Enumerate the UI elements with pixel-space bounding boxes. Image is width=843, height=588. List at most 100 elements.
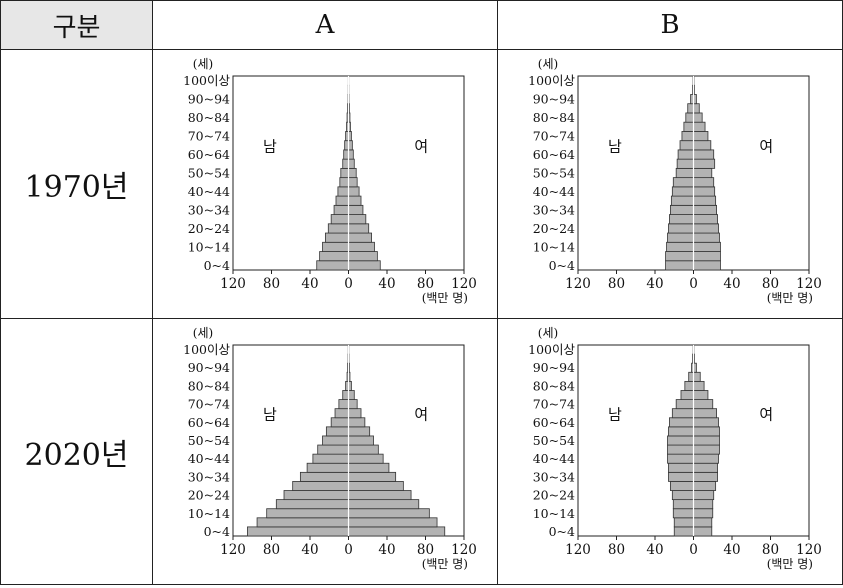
value-unit-label: (백만 명) [767, 557, 813, 571]
age-tick-label: 50~54 [533, 433, 575, 448]
age-tick-label: 60~64 [533, 415, 575, 430]
bar-female [349, 454, 384, 463]
x-tick-label: 120 [220, 542, 246, 558]
pyramid-chart-b-2020: (세)0~410~1420~2430~3440~4450~5460~6470~7… [498, 319, 842, 584]
age-tick-label: 100이상 [528, 342, 575, 357]
bar-female [349, 224, 369, 233]
bar-male [340, 178, 349, 187]
bar-female [349, 400, 358, 409]
bar-female [694, 159, 715, 168]
bar-male [284, 491, 348, 500]
header-cell-category: 구분 [0, 0, 153, 50]
x-tick-label: 40 [301, 542, 318, 558]
bar-male [339, 400, 349, 409]
male-label: 남 [608, 138, 622, 156]
age-tick-label: 90~94 [533, 360, 575, 375]
age-tick-label: 80~84 [188, 110, 230, 125]
female-label: 여 [759, 138, 773, 156]
age-tick-label: 80~84 [188, 378, 230, 393]
bar-female [694, 150, 714, 159]
bar-male [674, 518, 693, 527]
age-tick-label: 30~34 [188, 202, 230, 217]
bar-female [694, 224, 719, 233]
age-unit-label: (세) [193, 57, 213, 71]
age-tick-label: 70~74 [188, 129, 230, 144]
value-unit-label: (백만 명) [767, 291, 813, 305]
bar-male [267, 509, 349, 518]
bar-female [349, 390, 355, 399]
bar-female [694, 215, 718, 224]
bar-female [349, 491, 412, 500]
bar-male [685, 381, 694, 390]
bar-male [326, 427, 348, 436]
x-tick-label: 80 [263, 542, 280, 558]
bar-female [694, 481, 716, 490]
bar-male [257, 518, 348, 527]
age-tick-label: 0~4 [549, 258, 575, 273]
age-tick-label: 0~4 [549, 524, 575, 539]
x-tick-label: 80 [417, 542, 434, 558]
age-tick-label: 30~34 [533, 469, 575, 484]
age-tick-label: 60~64 [188, 147, 230, 162]
value-unit-label: (백만 명) [422, 557, 468, 571]
x-tick-label: 40 [646, 542, 663, 558]
age-tick-label: 40~44 [188, 451, 230, 466]
bar-male [668, 436, 694, 445]
x-tick-label: 120 [565, 542, 591, 558]
bar-female [694, 205, 717, 214]
bar-female [694, 518, 712, 527]
age-tick-label: 100이상 [528, 73, 575, 88]
male-label: 남 [263, 138, 277, 156]
bar-female [349, 168, 357, 177]
bar-female [349, 242, 375, 251]
age-tick-label: 40~44 [533, 451, 575, 466]
bar-female [694, 122, 706, 131]
age-tick-label: 70~74 [533, 129, 575, 144]
x-tick-label: 40 [723, 542, 740, 558]
bar-male [672, 491, 693, 500]
x-tick-label: 0 [689, 276, 698, 292]
bar-male [671, 196, 693, 205]
age-tick-label: 20~24 [188, 221, 230, 236]
header-label: 구분 [53, 7, 101, 44]
x-tick-label: 0 [344, 542, 353, 558]
age-tick-label: 80~84 [533, 110, 575, 125]
row-label-1970: 1970년 [25, 162, 129, 206]
bar-female [694, 372, 701, 381]
bar-female [349, 252, 378, 261]
age-tick-label: 40~44 [188, 184, 230, 199]
age-tick-label: 70~74 [188, 397, 230, 412]
bar-female [349, 518, 438, 527]
bar-male [307, 463, 348, 472]
age-tick-label: 10~14 [533, 506, 575, 521]
bar-female [349, 509, 430, 518]
x-tick-label: 120 [451, 276, 477, 292]
bar-female [694, 104, 700, 113]
bar-female [349, 233, 372, 242]
bar-male [688, 104, 694, 113]
bar-male [276, 500, 348, 509]
bar-male [672, 409, 693, 418]
bar-male [673, 509, 693, 518]
bar-male [668, 472, 693, 481]
age-unit-label: (세) [538, 326, 558, 340]
bar-female [349, 205, 363, 214]
female-label: 여 [759, 405, 773, 423]
bar-male [670, 205, 693, 214]
age-unit-label: (세) [538, 57, 558, 71]
bar-male [686, 113, 694, 122]
bar-female [694, 168, 712, 177]
bar-male [668, 445, 694, 454]
bar-female [694, 390, 708, 399]
bar-female [694, 500, 713, 509]
male-label: 남 [263, 405, 277, 423]
bar-male [666, 261, 694, 270]
age-tick-label: 50~54 [188, 166, 230, 181]
age-tick-label: 60~64 [188, 415, 230, 430]
bar-female [694, 113, 703, 122]
bar-male [684, 122, 694, 131]
age-unit-label: (세) [193, 326, 213, 340]
bar-male [317, 261, 349, 270]
bar-female [694, 491, 714, 500]
age-tick-label: 60~64 [533, 147, 575, 162]
